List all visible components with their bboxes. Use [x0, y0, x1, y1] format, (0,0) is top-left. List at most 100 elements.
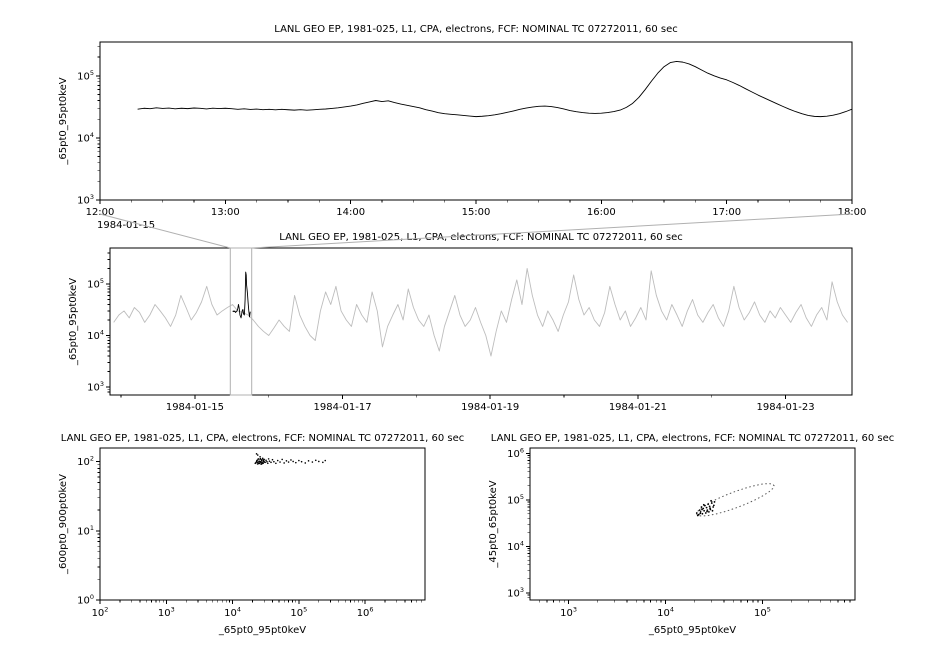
series-point-scatter-600-900kev-vs-65-95kev	[295, 461, 297, 464]
plot-frame	[529, 447, 856, 601]
x-tick-label: 1984-01-19	[461, 402, 519, 413]
series-point-scatter-600-900kev-vs-65-95kev	[256, 454, 259, 456]
series-point-dense-cluster-45-65kev	[699, 510, 702, 513]
series-point-scatter-600-900kev-vs-65-95kev	[287, 461, 290, 463]
series-point-dense-cluster-45-65kev	[706, 510, 708, 513]
y-axis-label: _45pt0_65pt0keV	[488, 480, 499, 568]
series-point-scatter-600-900kev-vs-65-95kev	[266, 460, 268, 463]
series-point-scatter-600-900kev-vs-65-95kev	[259, 457, 262, 460]
series-point-dense-cluster-45-65kev	[698, 509, 701, 512]
chart-title: LANL GEO EP, 1981-025, L1, CPA, electron…	[274, 24, 677, 35]
y-tick-label: 103	[507, 586, 524, 600]
series-point-scatter-600-900kev-vs-65-95kev	[267, 462, 269, 465]
series-point-scatter-600-900kev-vs-65-95kev	[281, 458, 283, 461]
y-tick-label: 102	[77, 455, 94, 469]
series-point-scatter-600-900kev-vs-65-95kev	[318, 460, 320, 463]
series-point-scatter-600-900kev-vs-65-95kev	[283, 462, 285, 464]
series-point-scatter-600-900kev-vs-65-95kev	[279, 461, 281, 463]
series-point-scatter-600-900kev-vs-65-95kev	[300, 460, 303, 463]
series-point-dense-cluster-45-65kev	[695, 512, 698, 514]
series-point-scatter-600-900kev-vs-65-95kev	[256, 461, 259, 464]
series-point-scatter-600-900kev-vs-65-95kev	[290, 459, 292, 461]
series-point-scatter-600-900kev-vs-65-95kev	[263, 461, 266, 463]
series-point-scatter-600-900kev-vs-65-95kev	[298, 459, 300, 462]
series-point-dense-cluster-45-65kev	[701, 508, 703, 511]
series-point-scatter-600-900kev-vs-65-95kev	[304, 462, 307, 464]
y-tick-label: 103	[77, 193, 94, 207]
x-tick-label: 103	[158, 606, 175, 620]
y-tick-label: 104	[507, 539, 524, 553]
series-point-scatter-600-900kev-vs-65-95kev	[267, 458, 270, 460]
series-point-scatter-600-900kev-vs-65-95kev	[261, 457, 264, 460]
series-point-dense-cluster-45-65kev	[703, 509, 706, 512]
x-tick-label: 12:00	[86, 207, 115, 218]
series-point-dense-cluster-45-65kev	[699, 512, 702, 515]
series-point-scatter-600-900kev-vs-65-95kev	[256, 463, 259, 465]
series-point-dense-cluster-45-65kev	[701, 512, 704, 515]
series-point-dense-cluster-45-65kev	[710, 499, 712, 502]
series-point-dense-cluster-45-65kev	[700, 506, 703, 508]
chart-title: LANL GEO EP, 1981-025, L1, CPA, electron…	[61, 433, 464, 444]
chart-title: LANL GEO EP, 1981-025, L1, CPA, electron…	[491, 433, 894, 444]
y-axis-label: _65pt0_95pt0keV	[58, 77, 69, 165]
x-tick-label: 102	[92, 606, 109, 620]
series-point-dense-cluster-45-65kev	[706, 509, 709, 512]
y-axis-label: _65pt0_95pt0keV	[68, 278, 79, 366]
series-point-scatter-600-900kev-vs-65-95kev	[311, 461, 314, 463]
y-tick-label: 106	[507, 446, 524, 460]
series-point-dense-cluster-45-65kev	[707, 510, 710, 513]
series-point-dense-cluster-45-65kev	[704, 512, 707, 514]
series-point-scatter-600-900kev-vs-65-95kev	[261, 458, 263, 461]
y-tick-label: 101	[77, 524, 94, 538]
x-tick-label: 105	[290, 606, 307, 620]
x-tick-label: 14:00	[336, 207, 365, 218]
series-point-dense-cluster-45-65kev	[710, 502, 713, 504]
x-tick-label: 15:00	[462, 207, 491, 218]
y-tick-label: 105	[77, 69, 94, 83]
y-tick-label: 105	[87, 277, 104, 291]
y-tick-label: 104	[87, 329, 104, 343]
series-point-dense-cluster-45-65kev	[705, 506, 708, 509]
x-tick-label: 16:00	[587, 207, 616, 218]
x-tick-label: 103	[560, 606, 577, 620]
series-point-scatter-600-900kev-vs-65-95kev	[255, 460, 258, 462]
x-tick-label: 104	[224, 606, 241, 620]
plot-frame	[99, 447, 426, 601]
series-point-dense-cluster-45-65kev	[711, 509, 714, 512]
series-point-scatter-600-900kev-vs-65-95kev	[322, 461, 324, 464]
x-tick-label: 1984-01-17	[314, 402, 372, 413]
series-point-scatter-600-900kev-vs-65-95kev	[273, 460, 275, 463]
series-point-scatter-600-900kev-vs-65-95kev	[261, 461, 264, 463]
series-point-scatter-600-900kev-vs-65-95kev	[307, 460, 310, 462]
series-point-scatter-600-900kev-vs-65-95kev	[259, 455, 261, 458]
series-point-scatter-600-900kev-vs-65-95kev	[258, 460, 261, 463]
x-tick-label: 1984-01-21	[609, 402, 667, 413]
x-tick-label: 1984-01-23	[756, 402, 814, 413]
series-point-scatter-600-900kev-vs-65-95kev	[271, 458, 274, 461]
series-point-dense-cluster-45-65kev	[713, 501, 716, 503]
series-point-scatter-600-900kev-vs-65-95kev	[292, 460, 294, 463]
x-tick-label: 106	[357, 606, 374, 620]
x-tick-label: 104	[657, 606, 674, 620]
x-axis-label: _65pt0_95pt0keV	[218, 625, 306, 636]
x-tick-label: 18:00	[838, 207, 867, 218]
x-axis-label: _65pt0_95pt0keV	[648, 625, 736, 636]
series-point-scatter-600-900kev-vs-65-95kev	[324, 459, 327, 462]
y-tick-label: 103	[87, 380, 104, 394]
series-point-dense-cluster-45-65kev	[707, 503, 710, 506]
series-point-scatter-600-900kev-vs-65-95kev	[255, 461, 257, 464]
y-tick-label: 100	[77, 593, 94, 607]
series-electron-flux-65-95kev	[137, 61, 852, 118]
series-point-dense-cluster-45-65kev	[712, 506, 715, 508]
y-axis-label: _600pt0_900pt0keV	[58, 474, 69, 575]
y-tick-label: 105	[507, 493, 524, 507]
series-point-scatter-600-900kev-vs-65-95kev	[285, 460, 288, 462]
series-point-scatter-600-900kev-vs-65-95kev	[258, 462, 260, 464]
series-point-scatter-600-900kev-vs-65-95kev	[265, 459, 267, 462]
series-point-dense-cluster-45-65kev	[697, 513, 700, 516]
series-point-scatter-600-900kev-vs-65-95kev	[276, 459, 279, 462]
x-tick-label: 17:00	[712, 207, 741, 218]
